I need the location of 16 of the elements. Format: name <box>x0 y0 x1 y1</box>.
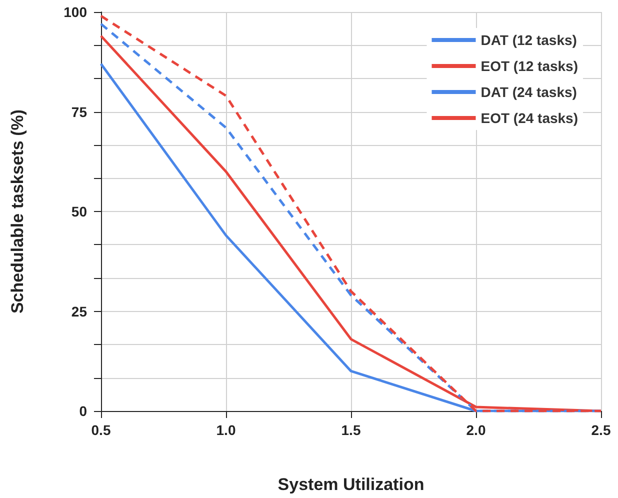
y-tick-label: 0 <box>79 403 88 419</box>
legend-label: EOT (24 tasks) <box>480 110 578 126</box>
x-tick-label: 1.5 <box>341 422 361 438</box>
legend-label: DAT (24 tasks) <box>480 84 577 100</box>
y-axis-title: Schedulable tasksets (%) <box>8 109 27 314</box>
x-tick-label: 1.0 <box>216 422 236 438</box>
x-axis-title: System Utilization <box>278 475 424 494</box>
legend-label: DAT (12 tasks) <box>480 32 577 48</box>
y-tick-label: 25 <box>71 303 88 320</box>
x-tick-label: 2.5 <box>591 422 611 438</box>
y-tick-label: 100 <box>64 4 88 20</box>
legend-label: EOT (12 tasks) <box>480 58 578 74</box>
x-tick-label: 2.0 <box>466 422 486 438</box>
y-tick-label: 50 <box>71 204 88 220</box>
x-tick-label: 0.5 <box>91 422 111 438</box>
y-tick-label: 75 <box>71 104 88 120</box>
